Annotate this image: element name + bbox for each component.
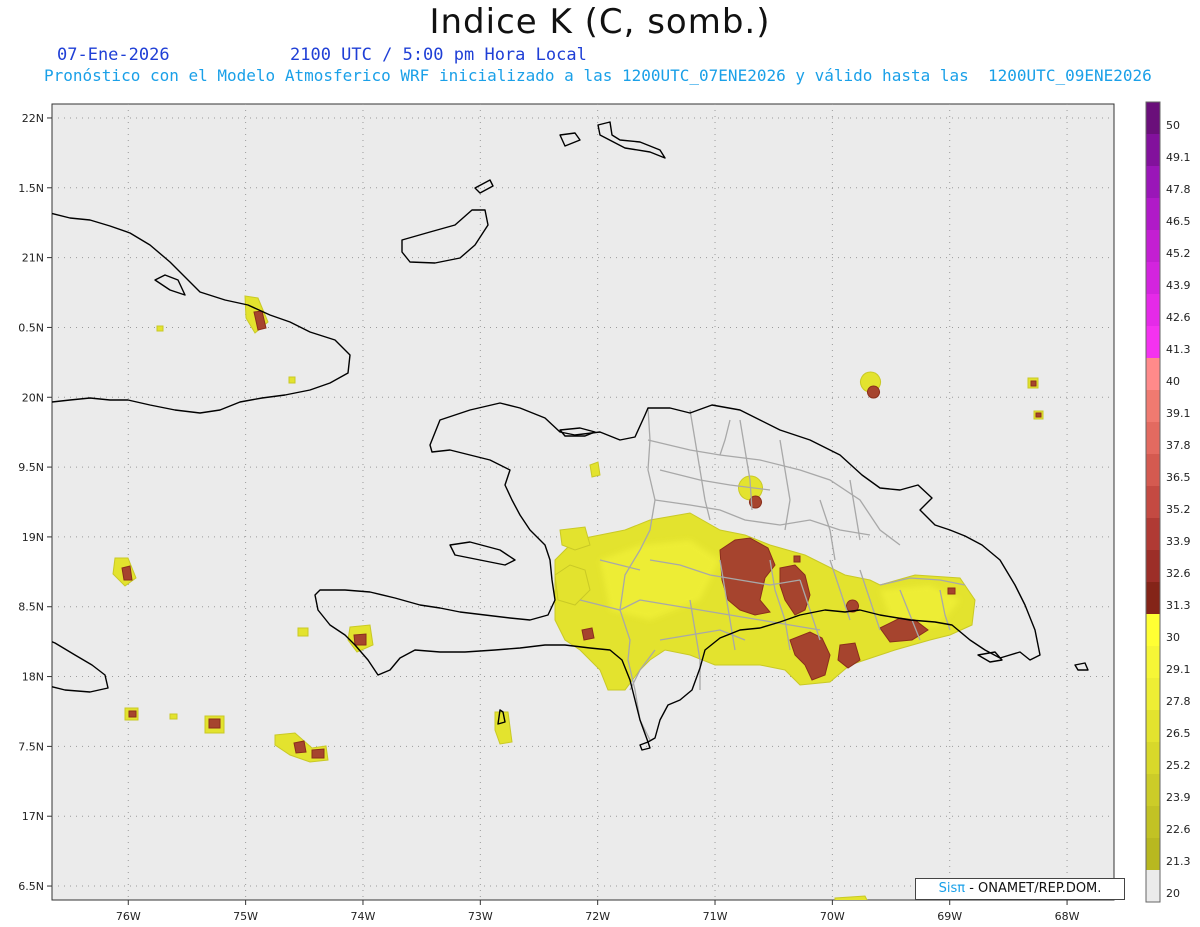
lon-tick-label: 76W [116, 910, 141, 923]
colorbar-label: 43.9 [1166, 279, 1191, 292]
saona-island [977, 651, 1003, 663]
colorbar-segment [1146, 518, 1160, 551]
lat-tick-label: 21N [22, 252, 44, 265]
colorbar-segment [1146, 454, 1160, 487]
forecast-label: Pronóstico con el Modelo Atmosferico WRF… [44, 66, 1152, 85]
colorbar-segment [1146, 422, 1160, 455]
time-label: 2100 UTC / 5:00 pm Hora Local [290, 45, 587, 65]
colorbar-segment [1146, 390, 1160, 423]
colorbar-segment [1146, 806, 1160, 839]
colorbar-label: 21.3 [1166, 855, 1191, 868]
colorbar-segment [1146, 134, 1160, 167]
colorbar-segment [1146, 102, 1160, 135]
colorbar-label: 25.2 [1166, 759, 1191, 772]
hispaniola-coast [314, 402, 1041, 743]
lat-tick-label: 0.5N [18, 321, 44, 334]
province-borders [579, 407, 966, 741]
colorbar-segment [1146, 198, 1160, 231]
colorbar-segment [1146, 582, 1160, 615]
lat-tick-label: 20N [22, 391, 44, 404]
colorbar-label: 27.8 [1166, 695, 1191, 708]
colorbar-label: 46.5 [1166, 215, 1191, 228]
k-index-brown-field [121, 310, 1042, 759]
bahamas-inagua [401, 209, 489, 264]
lat-tick-label: 7.5N [18, 740, 44, 753]
colorbar: 50 49.1 47.8 46.5 45.2 43.9 42.6 41.3 40 39.1 37.8… [1145, 101, 1191, 903]
colorbar-segment [1146, 262, 1160, 295]
latitude-tick-labels: 22N 1.5N 21N 0.5N 20N 9.5N 19N 8.5N 18N 7.5N 17N 6.… [18, 112, 52, 893]
colorbar-label: 50 [1166, 119, 1180, 132]
colorbar-label: 36.5 [1166, 471, 1191, 484]
sis-logo: Sisπ [938, 881, 966, 896]
colorbar-segment [1146, 614, 1160, 647]
date-label: 07-Ene-2026 [57, 45, 170, 65]
colorbar-label: 42.6 [1166, 311, 1191, 324]
colorbar-label: 33.9 [1166, 535, 1191, 548]
colorbar-segment [1146, 166, 1160, 199]
lat-tick-label: 9.5N [18, 461, 44, 474]
colorbar-label: 41.3 [1166, 343, 1191, 356]
jamaica-coast [52, 641, 109, 693]
colorbar-segment [1146, 742, 1160, 775]
lon-tick-label: 69W [937, 910, 962, 923]
colorbar-label: 22.6 [1166, 823, 1191, 836]
credit-text: - ONAMET/REP.DOM. [965, 881, 1102, 896]
lon-tick-label: 68W [1055, 910, 1080, 923]
colorbar-segment [1146, 486, 1160, 519]
colorbar-label: 20 [1166, 887, 1180, 900]
colorbar-segment [1146, 230, 1160, 263]
lat-tick-label: 8.5N [18, 601, 44, 614]
colorbar-label: 47.8 [1166, 183, 1191, 196]
lat-tick-label: 22N [22, 112, 44, 125]
colorbar-label: 37.8 [1166, 439, 1191, 452]
colorbar-label: 45.2 [1166, 247, 1191, 260]
map-title: Indice K (C, somb.) [429, 2, 771, 42]
colorbar-segment [1146, 678, 1160, 711]
colorbar-segment [1146, 774, 1160, 807]
lon-tick-label: 74W [351, 910, 376, 923]
colorbar-segment [1146, 326, 1160, 359]
lat-tick-label: 17N [22, 810, 44, 823]
colorbar-label: 39.1 [1166, 407, 1191, 420]
colorbar-segment [1146, 646, 1160, 679]
colorbar-segment [1146, 550, 1160, 583]
colorbar-label: 40 [1166, 375, 1180, 388]
colorbar-segment [1146, 838, 1160, 871]
colorbar-segment [1146, 710, 1160, 743]
lon-tick-label: 73W [468, 910, 493, 923]
colorbar-segment [1146, 358, 1160, 391]
colorbar-label: 32.6 [1166, 567, 1191, 580]
credit-box: Sisπ - ONAMET/REP.DOM. [915, 878, 1125, 900]
map-background [51, 103, 1115, 901]
colorbar-label: 30 [1166, 631, 1180, 644]
lon-tick-label: 71W [703, 910, 728, 923]
lat-tick-label: 19N [22, 531, 44, 544]
colorbar-label: 29.1 [1166, 663, 1191, 676]
colorbar-label: 26.5 [1166, 727, 1191, 740]
coastlines [52, 121, 1089, 751]
longitude-tick-labels: 76W 75W 74W 73W 72W 71W 70W 69W 68W [116, 900, 1080, 923]
lat-tick-label: 6.5N [18, 880, 44, 893]
cuba-coast [52, 212, 351, 414]
colorbar-label: 35.2 [1166, 503, 1191, 516]
lat-tick-label: 1.5N [18, 182, 44, 195]
colorbar-frame [1145, 101, 1161, 903]
lon-tick-label: 75W [233, 910, 258, 923]
gonave-island [449, 541, 516, 566]
tortuga-island [559, 427, 596, 437]
lat-tick-label: 18N [22, 671, 44, 684]
colorbar-label: 23.9 [1166, 791, 1191, 804]
lon-tick-label: 70W [820, 910, 845, 923]
colorbar-label: 31.3 [1166, 599, 1191, 612]
colorbar-segment [1146, 294, 1160, 327]
lon-tick-label: 72W [585, 910, 610, 923]
colorbar-segment [1146, 870, 1160, 903]
colorbar-label: 49.1 [1166, 151, 1191, 164]
